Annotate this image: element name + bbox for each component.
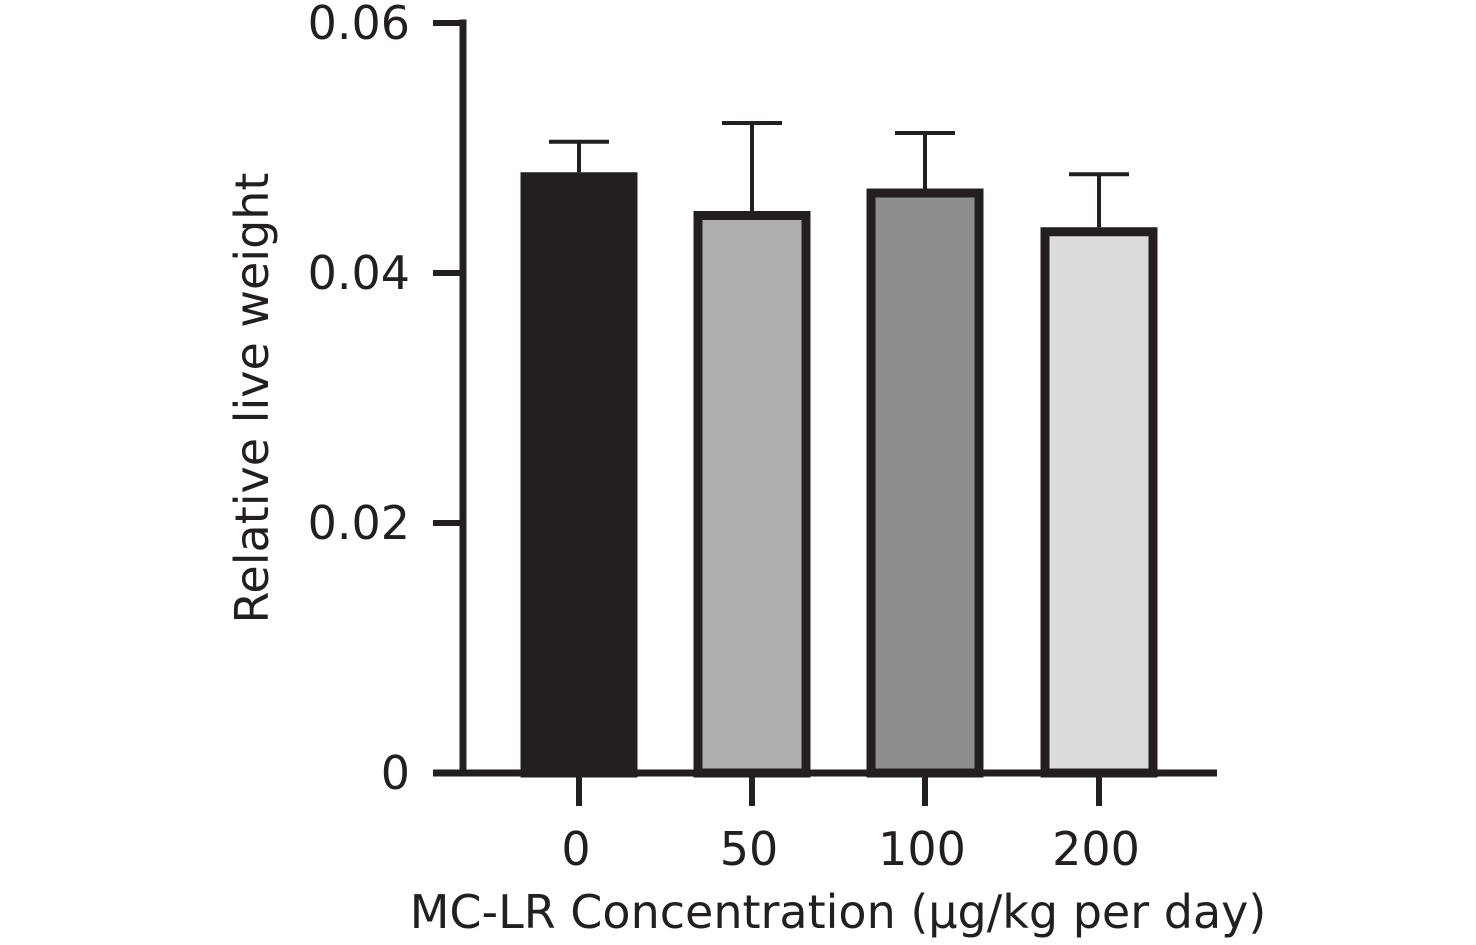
error-bars-layer — [549, 121, 1129, 228]
bar-100 — [866, 188, 984, 778]
ticks-layer: 0 0.02 0.04 0.06 0 50 100 200 — [308, 0, 1140, 876]
x-tick-label: 100 — [878, 822, 966, 876]
bars-layer — [520, 172, 1158, 778]
y-tick-label: 0.04 — [308, 246, 410, 300]
y-tick-label: 0.02 — [308, 496, 410, 550]
x-tick-label: 0 — [561, 822, 590, 876]
y-tick-label: 0.06 — [308, 0, 410, 50]
y-axis-title: Relative live weight — [225, 173, 279, 624]
error-bar-200 — [1069, 172, 1129, 228]
error-bar-0 — [549, 139, 609, 173]
error-bar-100 — [895, 131, 955, 189]
bar-200 — [1040, 227, 1158, 778]
axes-layer — [433, 19, 1217, 777]
x-axis-title: MC-LR Concentration (µg/kg per day) — [410, 885, 1267, 939]
y-tick-label: 0 — [381, 746, 410, 800]
error-bar-50 — [722, 121, 782, 211]
bar-0 — [520, 172, 638, 778]
x-tick-label: 200 — [1052, 822, 1140, 876]
x-tick-label: 50 — [720, 822, 779, 876]
bar-50 — [693, 211, 811, 778]
